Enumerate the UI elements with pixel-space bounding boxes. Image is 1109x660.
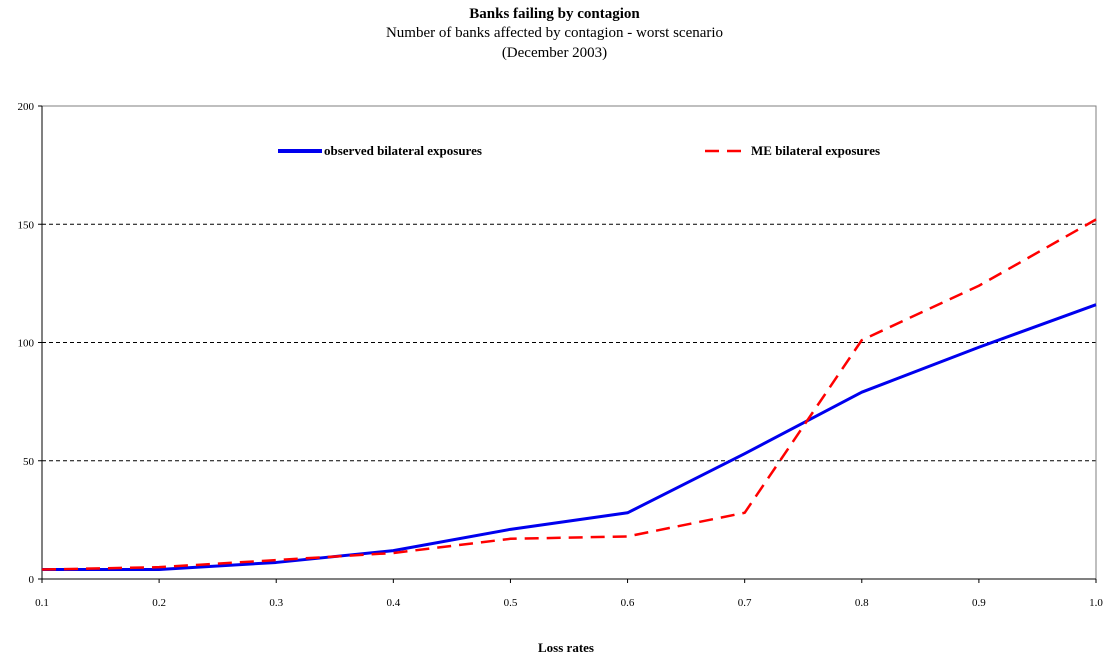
x-tick-label: 0.2 xyxy=(152,597,166,609)
x-tick-label: 0.6 xyxy=(621,597,635,609)
x-axis-label: Loss rates xyxy=(538,640,594,655)
legend-label-me: ME bilateral exposures xyxy=(751,143,880,158)
x-axis-ticks: 0.1 0.2 0.3 0.4 0.5 0.6 0.7 0.8 0.9 1.0 xyxy=(35,579,1103,609)
x-tick-label: 0.7 xyxy=(738,597,752,609)
series-line-me xyxy=(41,218,1097,571)
chart-subtitle-line-2: (December 2003) xyxy=(501,45,608,61)
y-tick-label: 100 xyxy=(18,338,35,350)
legend-label-observed: observed bilateral exposures xyxy=(324,143,482,158)
chart-subtitle-line-1: Number of banks affected by contagion - … xyxy=(385,25,724,41)
chart-title: Banks failing by contagion xyxy=(469,6,640,22)
gridlines xyxy=(42,223,1096,462)
y-tick-label: 50 xyxy=(23,456,35,468)
x-tick-label: 0.8 xyxy=(855,597,869,609)
series-lines xyxy=(41,218,1097,572)
y-tick-label: 150 xyxy=(18,219,35,231)
x-tick-label: 0.1 xyxy=(35,597,49,609)
x-tick-label: 0.3 xyxy=(269,597,283,609)
x-tick-label: 1.0 xyxy=(1089,597,1103,609)
y-tick-label: 0 xyxy=(29,574,35,586)
x-tick-label: 0.5 xyxy=(504,597,518,609)
legend: observed bilateral exposures ME bilateral… xyxy=(278,143,880,158)
x-tick-label: 0.9 xyxy=(972,597,986,609)
y-tick-label: 200 xyxy=(18,101,35,113)
series-line-observed xyxy=(42,303,1097,572)
y-axis-ticks: 0 50 100 150 200 xyxy=(18,101,42,586)
x-tick-label: 0.4 xyxy=(386,597,400,609)
